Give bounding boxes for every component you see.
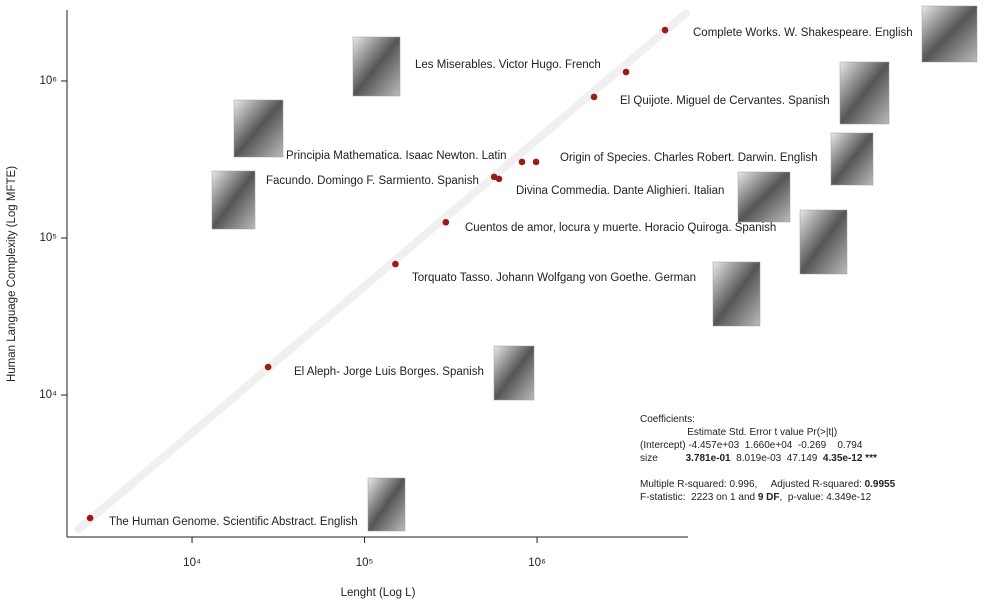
x-tick-label: 10⁶	[528, 557, 546, 569]
stats-text: F-statistic: 2223 on 1 and	[640, 492, 758, 503]
stats-text: , p-value: 4.349e-12	[780, 492, 872, 503]
stats-line: Coefficients:	[640, 414, 695, 425]
portrait	[799, 209, 848, 275]
point	[392, 260, 399, 268]
x-axis-label: Lenght (Log L)	[341, 587, 416, 599]
point	[86, 514, 94, 522]
point	[661, 26, 669, 34]
point-label: Divina Commedia. Dante Alighieri. Italia…	[516, 185, 724, 197]
x-tick-label: 10⁵	[356, 557, 374, 569]
y-tick-label: 10⁶	[39, 75, 57, 87]
point-label: El Quijote. Miguel de Cervantes. Spanish	[620, 95, 830, 107]
portrait	[921, 5, 978, 63]
portrait	[367, 477, 406, 532]
point	[518, 158, 526, 166]
point-label: Cuentos de amor, locura y muerte. Horaci…	[465, 222, 776, 234]
stats-line: F-statistic: 2223 on 1 and 9 DF, p-value…	[640, 492, 872, 503]
stats-text: 4.35e-12 ***	[823, 453, 877, 464]
point-label: Complete Works. W. Shakespeare. English	[693, 27, 913, 39]
portrait	[211, 170, 256, 230]
y-axis-label: Human Language Complexity (Log MFTE)	[6, 166, 18, 382]
portrait	[493, 345, 535, 401]
point-label: The Human Genome. Scientific Abstract. E…	[109, 516, 358, 528]
stats-text: Coefficients:	[640, 414, 695, 425]
point	[442, 218, 450, 226]
stats-text: 8.019e-03 47.149	[731, 453, 823, 464]
portrait	[839, 61, 890, 125]
stats-line: size 3.781e-01 8.019e-03 47.149 4.35e-12…	[640, 453, 877, 464]
x-tick-label: 10⁴	[183, 557, 201, 569]
stats-line: Multiple R-squared: 0.996, Adjusted R-sq…	[640, 479, 896, 490]
portrait	[830, 132, 874, 186]
portraits	[211, 5, 978, 532]
point-label: El Aleph- Jorge Luis Borges. Spanish	[294, 366, 484, 378]
point	[495, 175, 503, 183]
point	[532, 158, 540, 166]
point-label: Torquato Tasso. Johann Wolfgang von Goet…	[412, 272, 696, 284]
portrait	[712, 261, 761, 327]
portrait	[737, 171, 791, 223]
stats-text: 9 DF	[758, 492, 780, 503]
point	[264, 363, 272, 371]
stats-text: 3.781e-01	[686, 453, 731, 464]
fit-line	[74, 9, 690, 534]
y-tick-label: 10⁵	[39, 232, 57, 244]
portrait	[233, 99, 284, 158]
point-label: Facundo. Domingo F. Sarmiento. Spanish	[266, 175, 479, 187]
point-label: Les Miserables. Victor Hugo. French	[415, 59, 601, 71]
stats-text: Multiple R-squared: 0.996, Adjusted R-sq…	[640, 479, 865, 490]
point	[590, 93, 598, 101]
stats-line: Estimate Std. Error t value Pr(>|t|)	[640, 427, 837, 438]
point-label: Principia Mathematica. Isaac Newton. Lat…	[286, 150, 507, 162]
point-label: Origin of Species. Charles Robert. Darwi…	[560, 152, 818, 164]
stats-line: (Intercept) -4.457e+03 1.660e+04 -0.269 …	[640, 440, 863, 451]
point	[622, 68, 630, 76]
portrait	[352, 36, 401, 97]
stats-text: size	[640, 453, 686, 464]
stats-text: (Intercept) -4.457e+03 1.660e+04 -0.269 …	[640, 440, 863, 451]
stats-text: Estimate Std. Error t value Pr(>|t|)	[640, 427, 837, 438]
y-tick-label: 10⁴	[39, 389, 57, 401]
stats-text: 0.9955	[865, 479, 896, 490]
